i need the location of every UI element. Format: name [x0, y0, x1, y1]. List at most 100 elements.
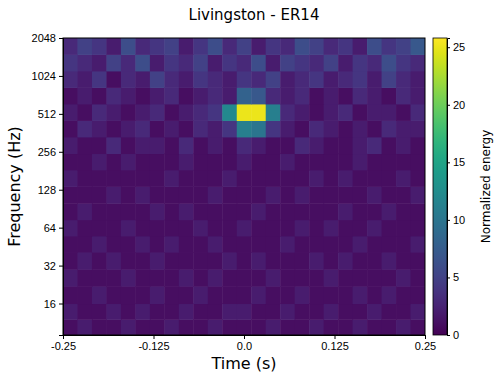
heatmap-cell [309, 319, 324, 335]
heatmap-cell [237, 269, 252, 286]
heatmap-cell [324, 87, 339, 104]
heatmap-cell [251, 154, 266, 171]
heatmap-cell [338, 304, 353, 320]
x-axis-title: Time (s) [210, 354, 276, 373]
heatmap-cell [106, 38, 121, 55]
heatmap-cell [266, 104, 281, 121]
heatmap-cell [280, 319, 295, 335]
heatmap-cell [92, 252, 107, 270]
plot-frame [63, 38, 425, 335]
heatmap-cell [396, 269, 411, 286]
heatmap-cell [367, 220, 382, 237]
colorbar-tick: 0 [447, 329, 459, 341]
heatmap-cell [367, 137, 382, 154]
heatmap-cell [179, 38, 194, 55]
heatmap-cell [135, 286, 150, 304]
heatmap-cell [309, 170, 324, 187]
heatmap-cell [338, 137, 353, 154]
heatmap-cell [266, 38, 281, 55]
heatmap-cell [222, 186, 237, 203]
heatmap-cell [208, 87, 223, 104]
heatmap-cell [280, 170, 295, 187]
heatmap-cell [222, 286, 237, 304]
heatmap-cell [121, 87, 136, 104]
heatmap-cell [150, 269, 165, 286]
heatmap-cell [338, 120, 353, 137]
heatmap-cell [396, 120, 411, 137]
heatmap-cell [324, 252, 339, 270]
heatmap-cell [135, 38, 150, 55]
heatmap-cell [63, 87, 78, 104]
y-tick-label: 32 [44, 260, 56, 272]
heatmap-cell [164, 154, 179, 171]
heatmap-cell [193, 304, 208, 320]
heatmap-cell [222, 120, 237, 137]
heatmap-cell [63, 170, 78, 187]
heatmap-cell [193, 38, 208, 55]
y-tick-label: 256 [38, 146, 56, 158]
heatmap-cell [237, 186, 252, 203]
heatmap-cell [222, 203, 237, 220]
x-tick-label: -0.125 [138, 340, 169, 352]
heatmap-cell [382, 252, 397, 270]
heatmap-cell [121, 186, 136, 203]
heatmap-cell [208, 186, 223, 203]
heatmap-cell [106, 269, 121, 286]
heatmap-cell [295, 269, 310, 286]
heatmap-cell [251, 319, 266, 335]
heatmap-cell [77, 170, 92, 187]
heatmap-cell [324, 38, 339, 55]
colorbar-tick-mark [447, 47, 450, 48]
heatmap-cell [266, 252, 281, 270]
heatmap-cell [338, 286, 353, 304]
heatmap-cell [77, 203, 92, 220]
heatmap-cell [237, 104, 252, 121]
heatmap-cell [179, 236, 194, 253]
heatmap-cell [164, 170, 179, 187]
heatmap-cell [77, 286, 92, 304]
heatmap-cell [63, 120, 78, 137]
heatmap-cell [309, 252, 324, 270]
heatmap-cell [63, 269, 78, 286]
heatmap-cell [135, 220, 150, 237]
heatmap-cell [295, 154, 310, 171]
heatmap-cell [353, 319, 368, 335]
heatmap-cell [179, 220, 194, 237]
colorbar-tick: 25 [447, 41, 465, 53]
heatmap-cell [266, 87, 281, 104]
heatmap-cell [324, 54, 339, 71]
heatmap-cell [309, 286, 324, 304]
heatmap-cell [411, 236, 425, 253]
heatmap-cell [382, 120, 397, 137]
heatmap-cells [63, 38, 425, 335]
heatmap-cell [208, 319, 223, 335]
heatmap-cell [324, 154, 339, 171]
heatmap-cell [411, 304, 425, 320]
heatmap-cell [77, 104, 92, 121]
heatmap-cell [92, 104, 107, 121]
heatmap-cell [353, 220, 368, 237]
heatmap-cell [382, 269, 397, 286]
heatmap-cell [324, 203, 339, 220]
heatmap-cell [150, 170, 165, 187]
heatmap-cell [411, 203, 425, 220]
heatmap-cell [324, 319, 339, 335]
heatmap-cell [382, 170, 397, 187]
heatmap-cell [135, 170, 150, 187]
heatmap-cell [251, 269, 266, 286]
heatmap-cell [237, 252, 252, 270]
heatmap-cell [92, 137, 107, 154]
y-tick-mark [59, 190, 63, 191]
heatmap-cell [382, 203, 397, 220]
colorbar-tick-mark [447, 220, 450, 221]
heatmap-cell [382, 104, 397, 121]
heatmap-cell [280, 220, 295, 237]
heatmap-cell [77, 87, 92, 104]
heatmap-cell [164, 319, 179, 335]
heatmap-cell [164, 87, 179, 104]
heatmap-cell [411, 170, 425, 187]
heatmap-cell [121, 170, 136, 187]
heatmap-cell [106, 319, 121, 335]
heatmap-cell [309, 87, 324, 104]
y-tick: 64 [44, 222, 63, 234]
